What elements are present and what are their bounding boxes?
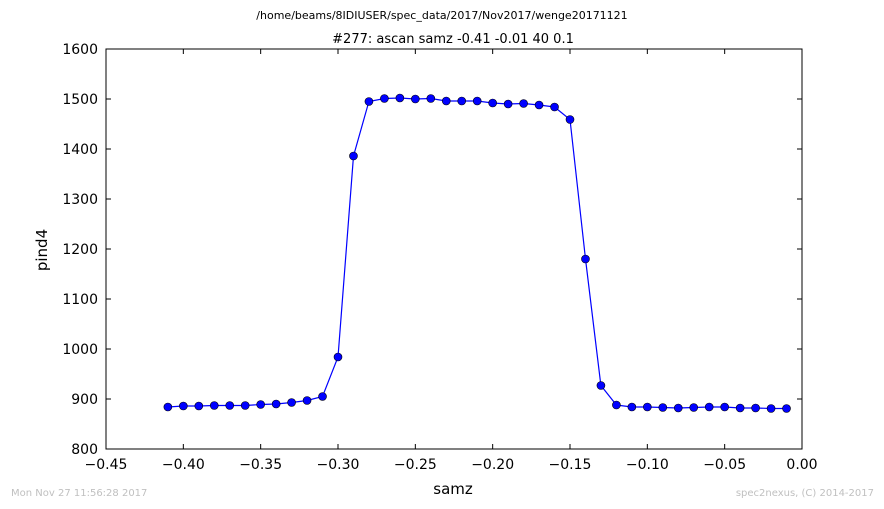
x-tick-label: 0.00 bbox=[786, 457, 817, 473]
data-point bbox=[333, 352, 343, 362]
data-point bbox=[550, 102, 559, 112]
footer-credit: spec2nexus, (C) 2014-2017 bbox=[735, 488, 874, 499]
x-tick-label: −0.25 bbox=[394, 457, 437, 473]
data-point bbox=[704, 402, 714, 412]
data-point bbox=[457, 96, 467, 106]
data-point bbox=[225, 401, 235, 410]
y-axis-label: pind4 bbox=[33, 229, 51, 271]
data-point bbox=[364, 97, 374, 106]
x-tick-label: −0.10 bbox=[626, 457, 669, 473]
y-tick-label: 1000 bbox=[62, 342, 98, 358]
data-point bbox=[411, 94, 420, 104]
data-point bbox=[643, 402, 652, 412]
data-point bbox=[380, 94, 389, 103]
data-point bbox=[720, 402, 729, 412]
data-point bbox=[163, 402, 173, 412]
x-tick-label: −0.35 bbox=[239, 457, 282, 473]
plot-area: −0.45 −0.40 −0.35 −0.30 −0.25 −0.20 −0.15 −0.10… bbox=[62, 42, 817, 473]
data-point bbox=[256, 400, 265, 409]
data-point bbox=[395, 93, 405, 103]
series-line bbox=[167, 97, 787, 410]
data-point bbox=[349, 151, 358, 161]
data-point bbox=[751, 403, 760, 413]
y-tick-label: 1400 bbox=[62, 142, 98, 158]
y-tick-label: 1300 bbox=[62, 192, 98, 208]
data-point bbox=[766, 404, 776, 413]
x-tick-label: −0.05 bbox=[703, 457, 746, 473]
y-tick-label: 800 bbox=[71, 442, 98, 458]
x-tick-label: −0.20 bbox=[471, 457, 514, 473]
data-point bbox=[658, 403, 668, 412]
data-point bbox=[441, 96, 451, 106]
data-point bbox=[534, 100, 544, 110]
y-tick-label: 1100 bbox=[62, 292, 98, 308]
data-point bbox=[689, 403, 699, 412]
data-point bbox=[565, 115, 575, 124]
y-tick-label: 900 bbox=[71, 392, 98, 408]
data-point bbox=[782, 404, 791, 413]
x-tick-label: −0.45 bbox=[85, 457, 128, 473]
data-point bbox=[209, 401, 219, 410]
data-point bbox=[179, 401, 188, 411]
chart-title: #277: ascan samz -0.41 -0.01 40 0.1 bbox=[332, 32, 574, 47]
y-tick-label: 1600 bbox=[62, 42, 98, 58]
data-point bbox=[426, 94, 436, 103]
data-point bbox=[503, 99, 513, 109]
data-point bbox=[194, 401, 204, 411]
file-path-title: /home/beams/8IDIUSER/spec_data/2017/Nov2… bbox=[256, 9, 628, 22]
y-tick-label: 1200 bbox=[62, 242, 98, 258]
x-tick-label: −0.40 bbox=[162, 457, 205, 473]
data-point bbox=[240, 401, 250, 410]
data-point bbox=[302, 396, 312, 405]
data-point bbox=[612, 400, 621, 410]
data-point bbox=[735, 403, 745, 413]
data-point bbox=[673, 403, 683, 413]
data-point bbox=[596, 381, 606, 390]
data-point bbox=[318, 392, 327, 401]
data-point bbox=[287, 398, 296, 407]
data-point bbox=[627, 402, 637, 412]
x-tick-label: −0.30 bbox=[317, 457, 360, 473]
plot-frame bbox=[105, 48, 803, 450]
data-point bbox=[581, 254, 590, 264]
x-tick-label: −0.15 bbox=[549, 457, 592, 473]
data-point bbox=[519, 99, 528, 108]
data-point bbox=[472, 96, 482, 106]
y-tick-label: 1500 bbox=[62, 92, 98, 108]
x-axis-label: samz bbox=[433, 480, 473, 498]
footer-timestamp: Mon Nov 27 11:56:28 2017 bbox=[11, 488, 148, 499]
data-point bbox=[271, 399, 281, 409]
data-point bbox=[488, 98, 497, 108]
